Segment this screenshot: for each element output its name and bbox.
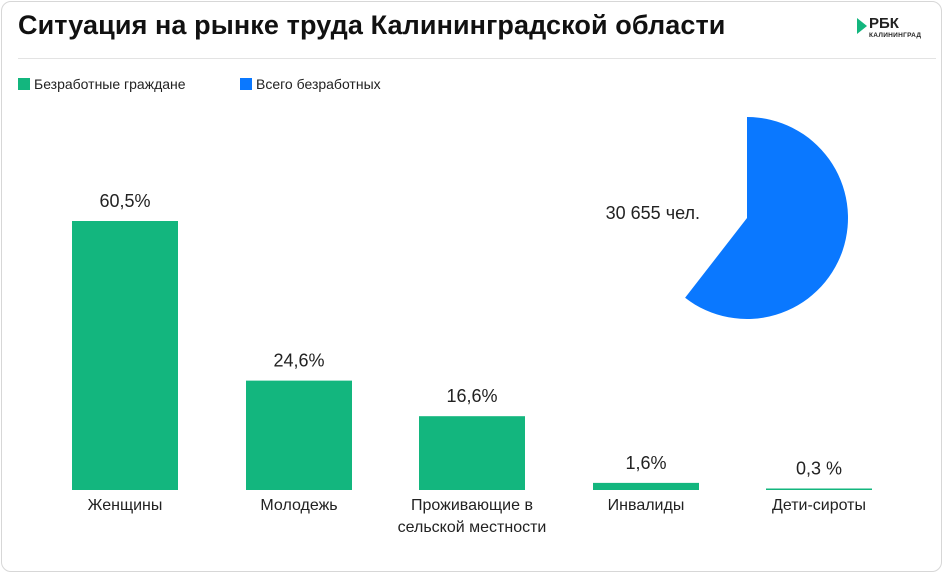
bar-value-label-4: 0,3 % xyxy=(796,459,842,479)
pie-total-label: 30 655 чел. xyxy=(606,203,700,223)
category-label-4: Дети-сироты xyxy=(772,497,866,514)
pie-slice-total xyxy=(685,117,848,319)
bar-0 xyxy=(72,221,178,490)
bar-value-label-1: 24,6% xyxy=(273,351,324,371)
category-label-0: Женщины xyxy=(88,497,163,514)
legend-swatch-bars xyxy=(18,78,30,90)
logo-mark-icon xyxy=(857,18,867,34)
header-divider xyxy=(18,58,936,59)
category-label-2-line-0: Проживающие в xyxy=(411,497,533,514)
bar-2 xyxy=(419,416,525,490)
category-label-1: Молодежь xyxy=(260,497,337,514)
bar-4 xyxy=(766,488,872,490)
bar-value-label-2: 16,6% xyxy=(446,386,497,406)
logo-sub-text: КАЛИНИНГРАД xyxy=(869,32,922,39)
legend-item-total: Всего безработных xyxy=(240,76,381,92)
logo-main-text: РБК xyxy=(869,15,899,32)
category-label-2-line-1: сельской местности xyxy=(398,519,547,536)
bar-value-label-0: 60,5% xyxy=(99,191,150,211)
legend-swatch-pie xyxy=(240,78,252,90)
category-label-3: Инвалиды xyxy=(608,497,685,514)
page-title: Ситуация на рынке труда Калининградской … xyxy=(18,10,726,40)
legend-label-total: Всего безработных xyxy=(256,76,381,92)
bar-1 xyxy=(246,380,352,490)
bar-value-label-3: 1,6% xyxy=(625,453,666,473)
legend-item-unemployed: Безработные граждане xyxy=(18,76,186,92)
legend-label-unemployed: Безработные граждане xyxy=(34,76,186,92)
bar-3 xyxy=(593,482,699,490)
rbc-logo: РБК КАЛИНИНГРАД xyxy=(857,15,937,40)
